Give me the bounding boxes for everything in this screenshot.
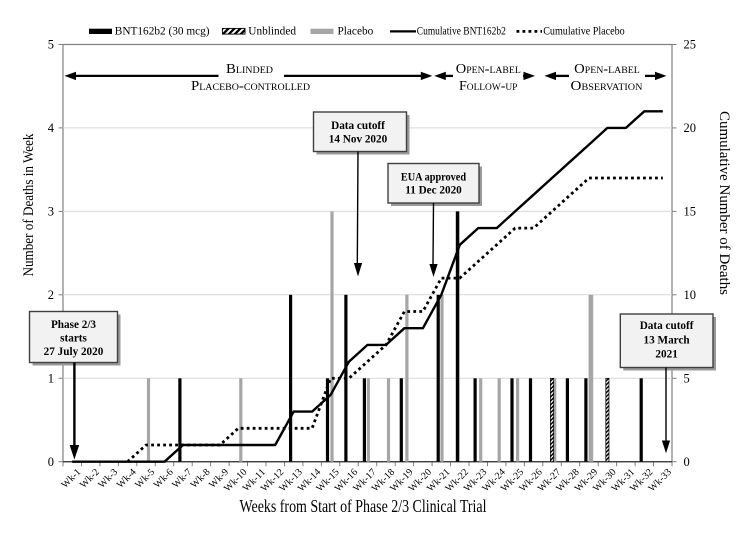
svg-text:2021: 2021 [655, 348, 678, 360]
svg-text:Follow-up: Follow-up [459, 78, 517, 93]
svg-text:10: 10 [684, 288, 697, 302]
svg-text:Placebo: Placebo [338, 26, 374, 38]
svg-text:15: 15 [684, 205, 697, 219]
svg-text:Number of Deaths in Week: Number of Deaths in Week [21, 133, 37, 277]
svg-text:3: 3 [48, 205, 54, 219]
svg-text:BNT162b2 (30 mcg): BNT162b2 (30 mcg) [115, 26, 210, 38]
svg-text:0: 0 [684, 455, 690, 469]
svg-text:Cumulative Placebo: Cumulative Placebo [543, 26, 625, 38]
svg-text:Cumulative Number of Deaths: Cumulative Number of Deaths [716, 111, 732, 295]
svg-text:Unblinded: Unblinded [248, 26, 296, 38]
svg-text:5: 5 [48, 38, 54, 52]
svg-text:Open-label: Open-label [574, 61, 640, 76]
svg-text:14 Nov 2020: 14 Nov 2020 [329, 134, 388, 146]
svg-text:2: 2 [48, 288, 54, 302]
svg-text:1: 1 [48, 372, 54, 386]
svg-text:Open-label: Open-label [456, 61, 521, 76]
svg-text:Observation: Observation [571, 78, 643, 93]
svg-text:Weeks from Start of Phase 2/3: Weeks from Start of Phase 2/3 Clinical T… [240, 496, 487, 516]
svg-text:11 Dec 2020: 11 Dec 2020 [405, 185, 462, 197]
svg-text:20: 20 [684, 121, 697, 135]
svg-text:Phase 2/3: Phase 2/3 [51, 319, 96, 331]
svg-text:Blinded: Blinded [226, 61, 274, 76]
svg-text:27 July 2020: 27 July 2020 [44, 346, 104, 358]
svg-text:Cumulative BNT162b2: Cumulative BNT162b2 [417, 26, 506, 38]
svg-text:4: 4 [48, 121, 55, 135]
svg-text:Data cutoff: Data cutoff [331, 120, 385, 132]
svg-text:starts: starts [60, 332, 87, 344]
svg-text:0: 0 [48, 455, 54, 469]
svg-text:5: 5 [684, 372, 690, 386]
svg-text:EUA approved: EUA approved [401, 171, 467, 183]
svg-text:Placebo-controlled: Placebo-controlled [191, 78, 311, 93]
svg-text:Data cutoff: Data cutoff [640, 320, 694, 332]
svg-text:13 March: 13 March [644, 334, 691, 346]
svg-text:25: 25 [684, 38, 697, 52]
